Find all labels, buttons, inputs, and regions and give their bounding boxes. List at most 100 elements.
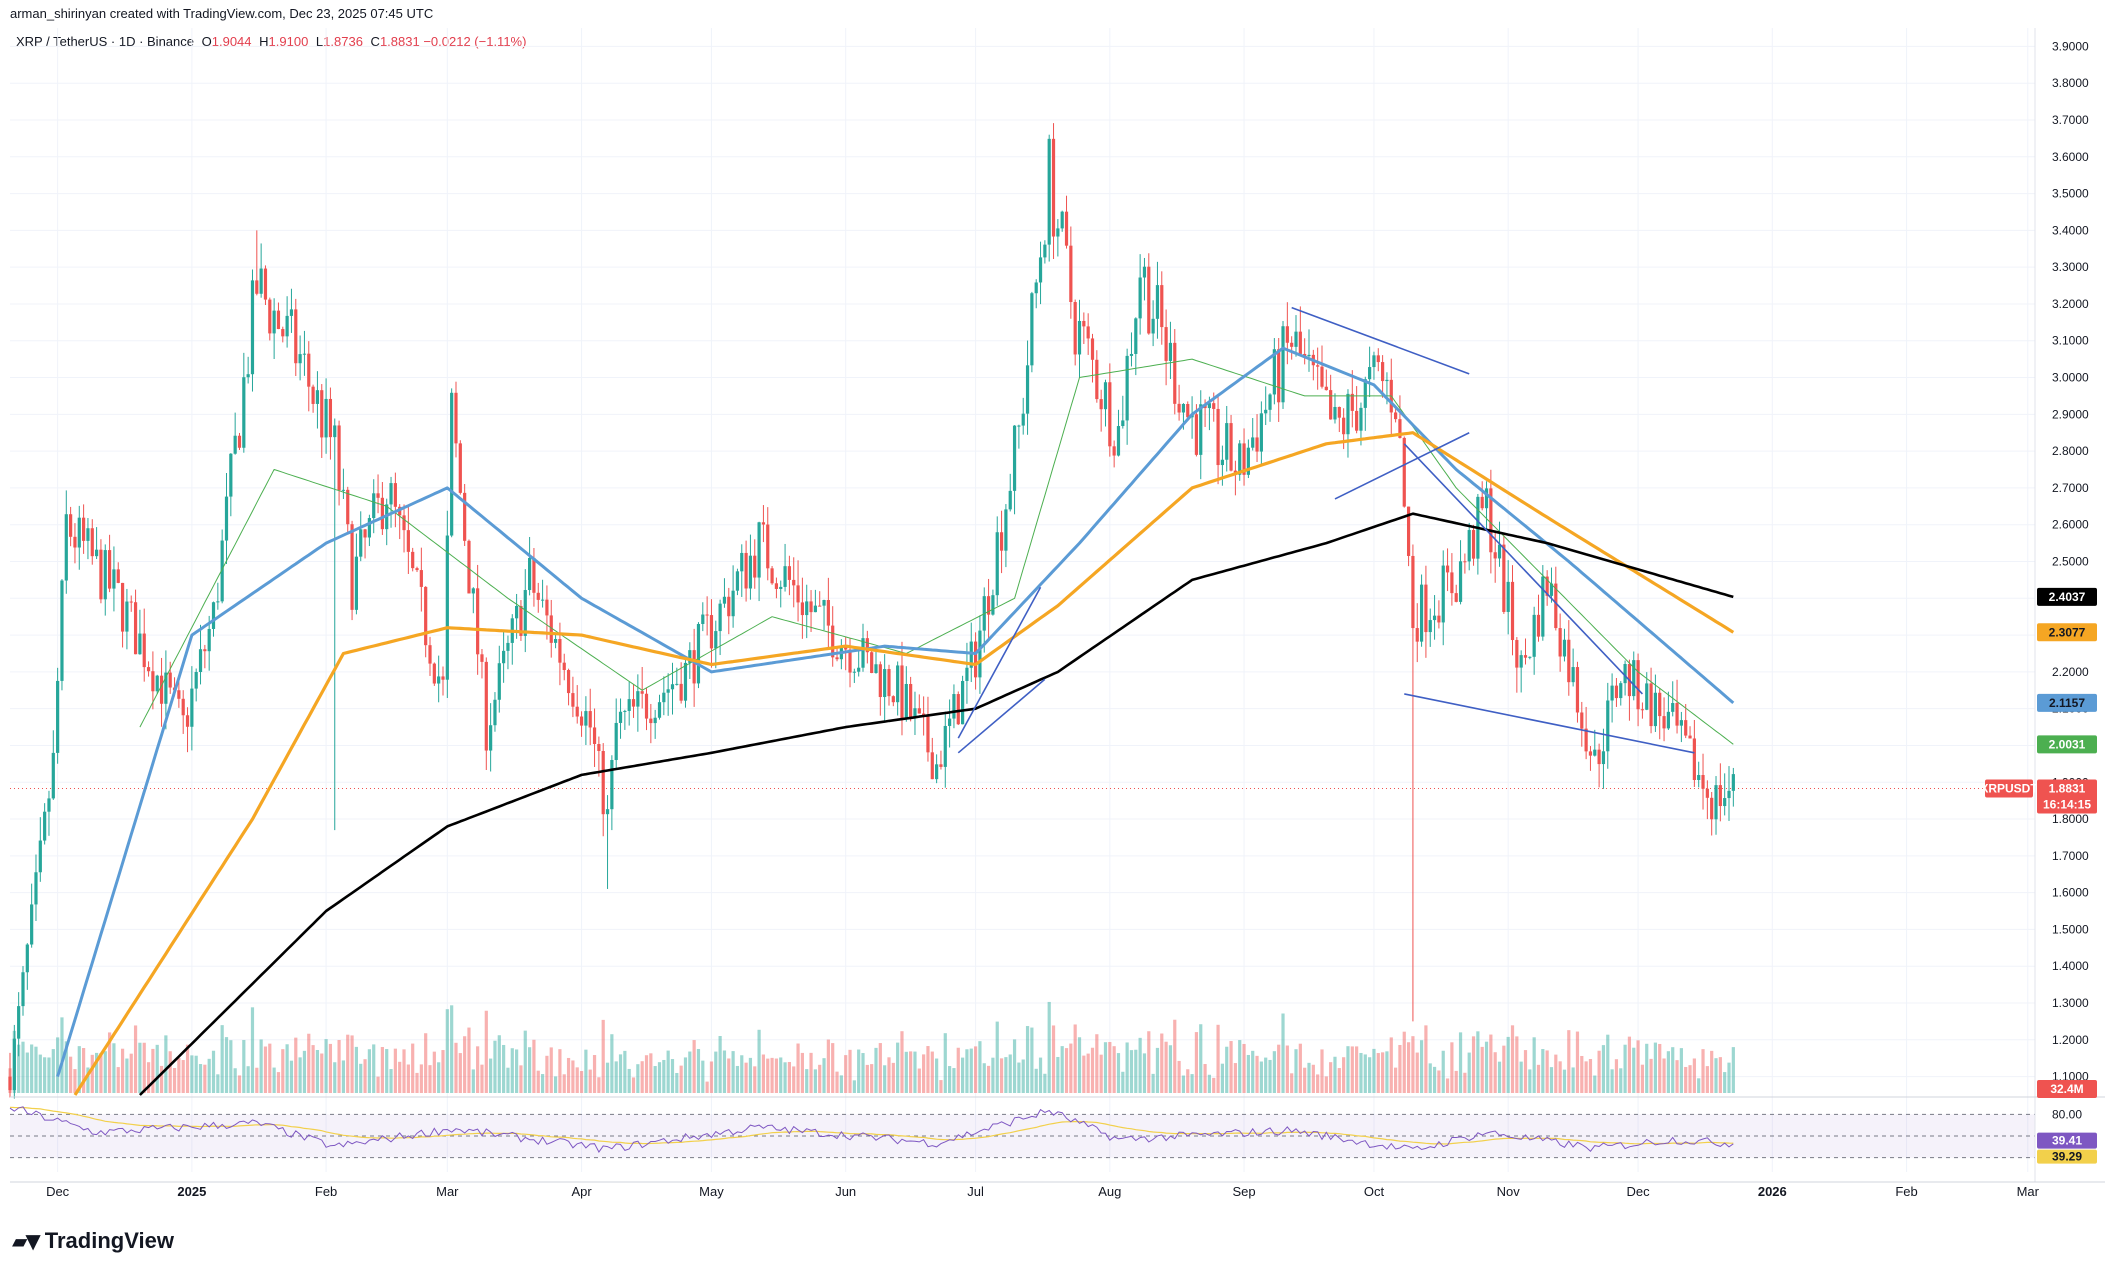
candle-body[interactable]: [289, 309, 294, 316]
candle-body[interactable]: [263, 268, 268, 300]
candle-body[interactable]: [1129, 353, 1134, 356]
candle-body[interactable]: [1610, 685, 1614, 701]
candle-body[interactable]: [276, 310, 281, 330]
candle-body[interactable]: [38, 840, 42, 873]
candle-body[interactable]: [1255, 437, 1259, 452]
candle-body[interactable]: [1597, 749, 1601, 765]
candle-body[interactable]: [1138, 277, 1142, 319]
candle-body[interactable]: [1480, 496, 1484, 509]
candle-body[interactable]: [1220, 459, 1224, 466]
candle-body[interactable]: [125, 601, 129, 632]
candle-body[interactable]: [1381, 362, 1385, 382]
candle-body[interactable]: [1671, 703, 1675, 712]
candle-body[interactable]: [1320, 366, 1324, 387]
candle-body[interactable]: [34, 872, 38, 905]
candle-body[interactable]: [259, 268, 263, 294]
candle-body[interactable]: [532, 557, 536, 593]
candle-body[interactable]: [683, 662, 688, 701]
candle-body[interactable]: [64, 514, 68, 581]
candle-body[interactable]: [1571, 667, 1575, 683]
candle-body[interactable]: [1723, 798, 1727, 807]
candle-body[interactable]: [1528, 656, 1532, 658]
candle-body[interactable]: [1593, 749, 1597, 756]
candle-body[interactable]: [1329, 390, 1333, 420]
candle-body[interactable]: [978, 630, 982, 678]
candle-body[interactable]: [307, 353, 311, 387]
candle-body[interactable]: [220, 540, 224, 602]
candle-body[interactable]: [757, 522, 761, 578]
candle-body[interactable]: [1684, 720, 1688, 736]
candle-body[interactable]: [198, 649, 203, 673]
candle-body[interactable]: [657, 702, 662, 718]
candle-body[interactable]: [1445, 565, 1450, 573]
candle-body[interactable]: [363, 529, 367, 538]
candle-body[interactable]: [1298, 331, 1302, 354]
candle-body[interactable]: [1090, 338, 1095, 360]
candle-body[interactable]: [99, 549, 103, 600]
candle-body[interactable]: [333, 425, 337, 438]
candle-body[interactable]: [437, 676, 441, 684]
candle-body[interactable]: [1394, 412, 1398, 420]
candle-body[interactable]: [493, 699, 497, 726]
candle-body[interactable]: [1030, 293, 1034, 366]
candle-body[interactable]: [701, 614, 705, 624]
candle-body[interactable]: [952, 694, 956, 719]
candle-body[interactable]: [1077, 320, 1082, 355]
candle-body[interactable]: [835, 657, 839, 660]
candle-body[interactable]: [419, 570, 423, 587]
candle-body[interactable]: [1662, 716, 1666, 729]
candle-body[interactable]: [1649, 683, 1653, 727]
candle-body[interactable]: [852, 671, 856, 673]
candle-body[interactable]: [636, 691, 640, 707]
candle-body[interactable]: [1558, 628, 1562, 657]
candle-body[interactable]: [579, 716, 584, 726]
candle-body[interactable]: [805, 601, 809, 616]
candle-body[interactable]: [792, 579, 796, 586]
candle-body[interactable]: [1385, 379, 1389, 382]
candle-body[interactable]: [865, 638, 869, 653]
candle-body[interactable]: [47, 798, 51, 812]
candle-body[interactable]: [90, 528, 94, 557]
candle-body[interactable]: [809, 601, 813, 613]
candle-body[interactable]: [281, 329, 285, 337]
candle-body[interactable]: [1588, 751, 1593, 756]
candle-body[interactable]: [354, 556, 358, 610]
candle-body[interactable]: [1523, 655, 1528, 658]
candle-body[interactable]: [1506, 581, 1510, 612]
candle-body[interactable]: [1432, 615, 1437, 621]
candle-body[interactable]: [367, 518, 371, 538]
candle-body[interactable]: [1034, 282, 1038, 294]
candle-body[interactable]: [8, 1076, 12, 1091]
candle-body[interactable]: [991, 595, 995, 615]
candle-body[interactable]: [523, 590, 527, 636]
candle-body[interactable]: [424, 586, 428, 646]
candle-body[interactable]: [1441, 565, 1445, 623]
candle-body[interactable]: [1502, 544, 1506, 612]
candle-body[interactable]: [519, 605, 523, 636]
candle-body[interactable]: [56, 680, 60, 753]
candle-body[interactable]: [1519, 655, 1523, 668]
candle-body[interactable]: [1251, 437, 1255, 448]
candle-body[interactable]: [1355, 410, 1359, 431]
candle-body[interactable]: [1701, 775, 1705, 789]
candle-body[interactable]: [1285, 326, 1289, 343]
candle-body[interactable]: [1359, 407, 1363, 431]
candle-body[interactable]: [935, 764, 939, 780]
candle-body[interactable]: [536, 592, 540, 600]
candle-body[interactable]: [1346, 393, 1350, 435]
candle-body[interactable]: [159, 675, 164, 704]
candle-body[interactable]: [592, 727, 597, 745]
candle-body[interactable]: [1549, 583, 1554, 596]
candle-body[interactable]: [1510, 581, 1515, 641]
candle-body[interactable]: [1562, 639, 1567, 657]
candle-body[interactable]: [813, 605, 817, 613]
candle-body[interactable]: [605, 809, 610, 815]
candle-body[interactable]: [1142, 266, 1147, 278]
candle-body[interactable]: [380, 497, 384, 530]
candle-body[interactable]: [644, 693, 649, 719]
trendlines[interactable]: [957, 306, 1695, 754]
candle-body[interactable]: [744, 552, 748, 589]
candle-body[interactable]: [133, 602, 138, 655]
candle-body[interactable]: [969, 641, 973, 668]
candle-body[interactable]: [1493, 552, 1497, 559]
